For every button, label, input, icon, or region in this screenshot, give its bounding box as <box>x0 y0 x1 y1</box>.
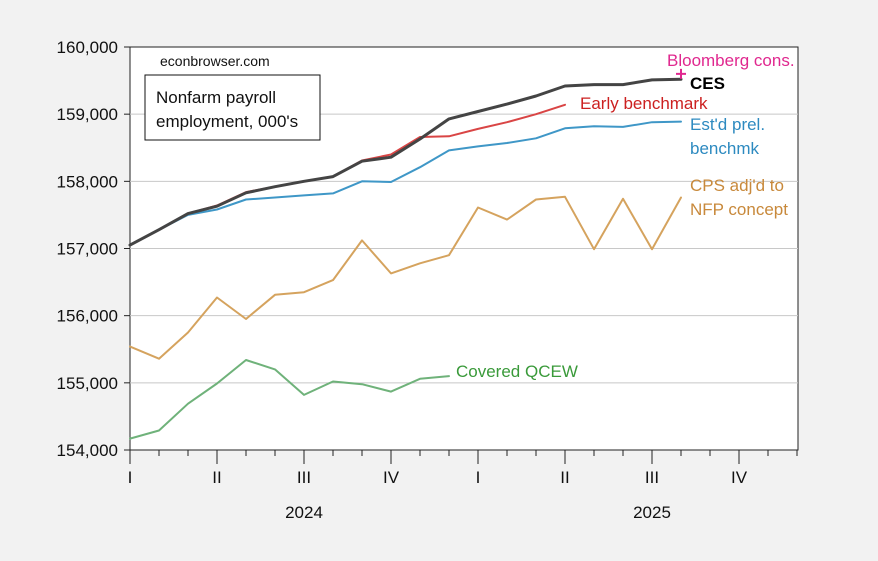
x-quarter-label: III <box>645 468 659 487</box>
label-qcew: Covered QCEW <box>456 362 578 381</box>
x-quarter-label: III <box>297 468 311 487</box>
source-note: econbrowser.com <box>160 53 270 69</box>
bloomberg-marker <box>676 68 686 79</box>
label-estd-prel-2: benchmk <box>690 139 759 158</box>
label-estd-prel-1: Est'd prel. <box>690 115 765 134</box>
x-year-label: 2024 <box>285 503 323 522</box>
series-line-est-d-prel-benchmk <box>129 120 682 247</box>
series-line-covered-qcew <box>129 359 450 440</box>
label-early-benchmark: Early benchmark <box>580 94 708 113</box>
x-quarter-label: I <box>476 468 481 487</box>
y-tick-label: 159,000 <box>57 105 118 124</box>
title-box <box>144 74 321 141</box>
label-ces: CES <box>690 74 725 93</box>
x-year-label: 2025 <box>633 503 671 522</box>
series-line-ces <box>128 77 683 247</box>
y-tick-label: 155,000 <box>57 374 118 393</box>
y-tick-label: 156,000 <box>57 307 118 326</box>
x-quarter-label: II <box>212 468 221 487</box>
series-lines <box>128 68 686 440</box>
x-quarter-label: I <box>128 468 133 487</box>
x-quarter-label: IV <box>383 468 400 487</box>
label-cps-1: CPS adj'd to <box>690 176 784 195</box>
chart-title-line-2: employment, 000's <box>156 112 298 131</box>
y-tick-label: 157,000 <box>57 240 118 259</box>
chart-title-line-1: Nonfarm payroll <box>156 88 276 107</box>
label-cps-2: NFP concept <box>690 200 788 219</box>
y-tick-label: 158,000 <box>57 172 118 191</box>
y-tick-label: 154,000 <box>57 441 118 460</box>
y-tick-label: 160,000 <box>57 38 118 57</box>
y-axis: 154,000 155,000 156,000 157,000 158,000 159,0… <box>57 38 130 460</box>
series-line-cps-adj-d-to-nfp-concept <box>129 195 682 360</box>
x-quarter-label: II <box>560 468 569 487</box>
label-bloomberg: Bloomberg cons. <box>667 51 795 70</box>
x-quarter-label: IV <box>731 468 748 487</box>
